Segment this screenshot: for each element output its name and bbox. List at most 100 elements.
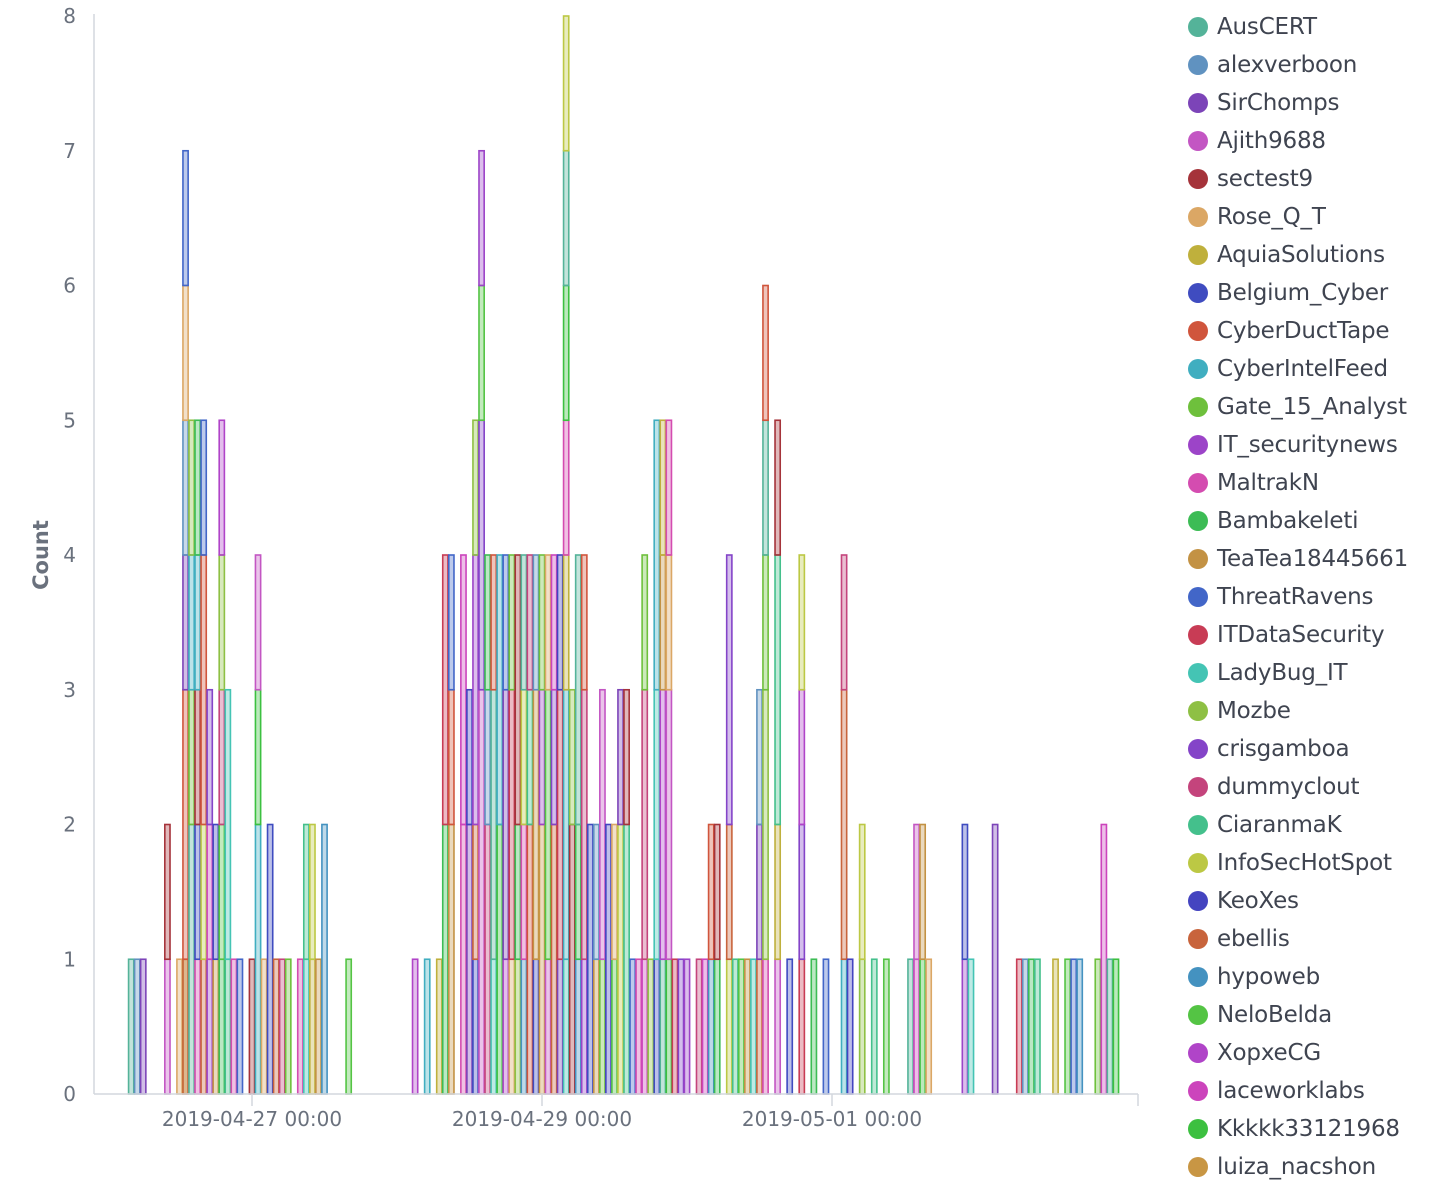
bar-segment-maltrakn[interactable] [296, 958, 304, 1095]
bar-segment-sectest9[interactable] [194, 688, 202, 826]
bar-segment-ajith9688[interactable] [913, 823, 920, 961]
bar-segment-sectest9[interactable] [623, 688, 630, 826]
legend-item-dummyclout[interactable]: dummyclout [1188, 768, 1438, 806]
bar-segment-cyberducttape[interactable] [762, 284, 769, 422]
bar-segment-mozbe[interactable] [568, 688, 576, 826]
legend-item-keoxes[interactable]: KeoXes [1188, 882, 1438, 920]
bar-segment-gate-15-analyst[interactable] [284, 958, 292, 1095]
bar-segment-threatravens[interactable] [1070, 958, 1078, 1095]
bar-segment-crisgamboa[interactable] [677, 958, 685, 1095]
bar-segment-maltrakn[interactable] [230, 958, 238, 1095]
bar-segment-rose-q-t[interactable] [611, 823, 618, 961]
bar-segment-mozbe[interactable] [472, 419, 479, 556]
bar-segment-nelobelda[interactable] [1064, 958, 1072, 1095]
bar-segment-cyberintelfeed[interactable] [840, 958, 848, 1095]
bar-segment-kkkkk33121968[interactable] [665, 958, 673, 1095]
bar-segment-nelobelda[interactable] [478, 284, 485, 422]
bar-segment-dummyclout[interactable] [218, 688, 226, 826]
bar-segment-threatravens[interactable] [236, 958, 244, 1095]
bar-segment-bambakeleti[interactable] [713, 958, 721, 1095]
bar-segment-it-securitynews[interactable] [206, 958, 214, 1095]
bar-segment-ajith9688[interactable] [164, 958, 171, 1095]
bar-segment-cyberintelfeed[interactable] [188, 554, 195, 691]
bar-segment-alexverboon[interactable] [1021, 958, 1029, 1095]
bar-segment-auscert[interactable] [127, 958, 135, 1095]
bar-segment-teatea18445661[interactable] [532, 688, 540, 961]
bar-segment-hypoweb[interactable] [574, 958, 582, 1095]
bar-segment-mozbe[interactable] [858, 958, 866, 1095]
legend-item-belgium-cyber[interactable]: Belgium_Cyber [1188, 274, 1438, 312]
bar-segment-ebellis[interactable] [200, 958, 208, 1095]
bar-segment-maltrakn[interactable] [520, 823, 528, 961]
bar-segment-belgium-cyber[interactable] [194, 823, 202, 961]
bar-segment-laceworklabs[interactable] [1100, 823, 1108, 1095]
bar-segment-mozbe[interactable] [188, 419, 195, 556]
bar-segment-teatea18445661[interactable] [919, 823, 927, 961]
bar-segment-sectest9[interactable] [713, 823, 721, 961]
bar-segment-bambakeleti[interactable] [514, 823, 522, 961]
bar-segment-sectest9[interactable] [774, 419, 782, 556]
legend-item-sirchomps[interactable]: SirChomps [1188, 84, 1438, 122]
bar-segment-luiza-nacshon[interactable] [538, 823, 546, 1095]
bar-segment-dummyclout[interactable] [484, 823, 492, 1095]
bar-segment-ciaranmak[interactable] [623, 823, 630, 1095]
bar-segment-rose-q-t[interactable] [665, 554, 673, 691]
bar-segment-cyberintelfeed[interactable] [254, 823, 262, 1095]
legend-item-infosechotspot[interactable]: InfoSecHotSpot [1188, 844, 1438, 882]
bar-segment-teatea18445661[interactable] [592, 958, 600, 1095]
bar-segment-auscert[interactable] [1106, 958, 1114, 1095]
bar-segment-hypoweb[interactable] [520, 958, 528, 1095]
legend-item-auscert[interactable]: AusCERT [1188, 8, 1438, 46]
bar-segment-ajith9688[interactable] [599, 688, 606, 961]
bar-segment-belgium-cyber[interactable] [472, 958, 479, 1095]
legend-item-it-securitynews[interactable]: IT_securitynews [1188, 426, 1438, 464]
bar-segment-xopxecg[interactable] [411, 958, 419, 1095]
bar-segment-threatravens[interactable] [629, 958, 637, 1095]
bar-segment-sirchomps[interactable] [502, 688, 510, 961]
bar-segment-xopxecg[interactable] [798, 688, 806, 826]
bar-segment-cyberintelfeed[interactable] [562, 688, 570, 961]
bar-segment-maltrakn[interactable] [635, 958, 643, 1095]
bar-segment-bambakeleti[interactable] [218, 958, 226, 1095]
bar-segment-alexverboon[interactable] [484, 688, 492, 826]
bar-segment-rose-q-t[interactable] [182, 284, 189, 422]
bar-segment-auscert[interactable] [762, 419, 769, 556]
legend-item-nelobelda[interactable]: NeloBelda [1188, 996, 1438, 1034]
bar-segment-ebellis[interactable] [725, 823, 733, 961]
bar-segment-itdatasecurity[interactable] [556, 688, 564, 961]
bar-segment-sectest9[interactable] [248, 958, 256, 1095]
bar-segment-keoxes[interactable] [466, 688, 473, 826]
bar-segment-dummyclout[interactable] [526, 554, 534, 691]
bar-segment-cyberintelfeed[interactable] [423, 958, 431, 1095]
bar-segment-kkkkk33121968[interactable] [1112, 958, 1120, 1095]
bar-segment-teatea18445661[interactable] [447, 823, 455, 1095]
legend-item-xopxecg[interactable]: XopxeCG [1188, 1034, 1438, 1072]
bar-segment-belgium-cyber[interactable] [586, 823, 594, 1095]
bar-segment-kkkkk33121968[interactable] [496, 823, 504, 1095]
bar-segment-laceworklabs[interactable] [701, 958, 709, 1095]
bar-segment-hypoweb[interactable] [1076, 958, 1084, 1095]
bar-segment-sirchomps[interactable] [991, 823, 999, 1095]
bar-segment-belgium-cyber[interactable] [266, 823, 274, 1095]
bar-segment-maltrakn[interactable] [194, 958, 202, 1095]
bar-segment-ajith9688[interactable] [665, 688, 673, 961]
legend-item-aquiasolutions[interactable]: AquiaSolutions [1188, 236, 1438, 274]
bar-segment-itdatasecurity[interactable] [508, 688, 516, 961]
bar-segment-belgium-cyber[interactable] [961, 823, 969, 961]
bar-segment-kkkkk33121968[interactable] [254, 688, 262, 826]
bar-segment-ciaranmak[interactable] [774, 554, 782, 826]
bar-segment-ladybug-it[interactable] [967, 958, 975, 1095]
bar-segment-infosechotspot[interactable] [200, 823, 208, 961]
bar-segment-itdatasecurity[interactable] [441, 554, 449, 826]
bar-segment-threatravens[interactable] [822, 958, 830, 1095]
bar-segment-sirchomps[interactable] [139, 958, 147, 1095]
bar-segment-threatravens[interactable] [200, 419, 208, 556]
legend-item-hypoweb[interactable]: hypoweb [1188, 958, 1438, 996]
bar-segment-ladybug-it[interactable] [224, 688, 232, 961]
bar-segment-ebellis[interactable] [550, 823, 558, 1095]
bar-segment-cyberducttape[interactable] [580, 554, 588, 691]
bar-segment-rose-q-t[interactable] [508, 958, 516, 1095]
bar-segment-nelobelda[interactable] [882, 958, 890, 1095]
bar-segment-crisgamboa[interactable] [478, 419, 485, 691]
bar-segment-xopxecg[interactable] [659, 688, 667, 961]
